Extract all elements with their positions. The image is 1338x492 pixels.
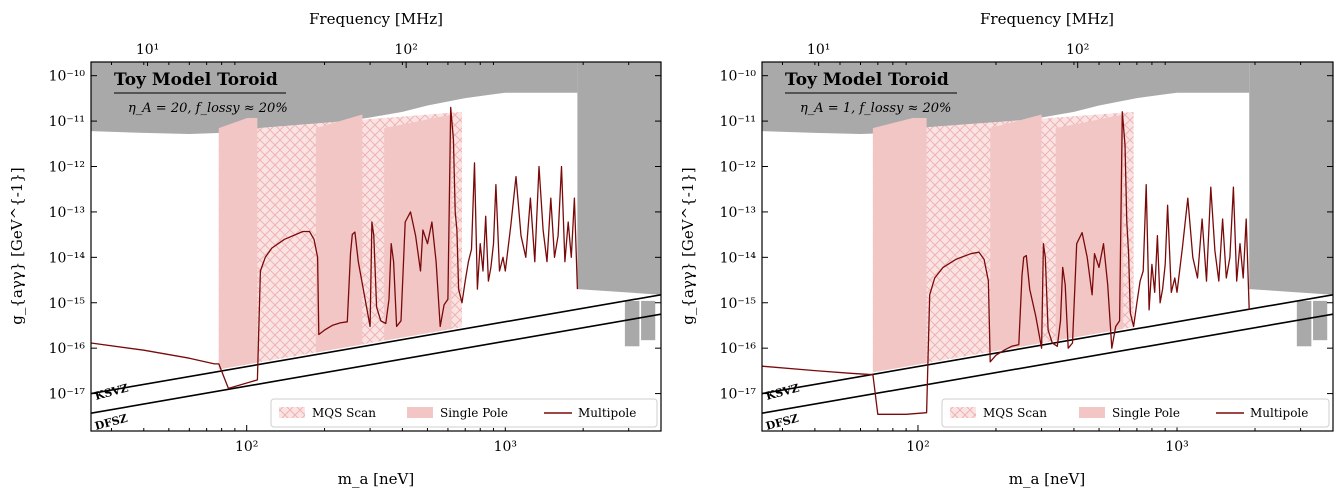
legend-label-multipole: Multipole [578,406,636,420]
top-axis-label: Frequency [MHz] [980,10,1114,28]
y-tick-label: 10⁻¹² [49,160,85,176]
excluded-high-mass-region [1249,62,1333,295]
y-tick-label: 10⁻¹³ [720,205,756,221]
excluded-spike [641,300,656,341]
top-tick-label: 10¹ [136,42,159,58]
legend-swatch-mqs-scan [279,407,305,418]
x-tick-label: 10³ [494,439,517,455]
ticks: 10² 10³ 10¹ 10² 10⁻¹⁷ 10⁻¹⁶ 10⁻¹⁵ 10⁻¹⁴ 10⁻¹³ 10⁻… [49,42,661,455]
y-tick-label: 10⁻¹⁰ [49,69,86,85]
single-pole-band [315,114,363,353]
legend-swatch-single-pole [1079,407,1105,418]
y-tick-label: 10⁻¹⁴ [720,250,757,266]
multipole-line [762,111,1250,415]
top-tick-label: 10¹ [807,42,830,58]
x-tick-label: 10³ [1165,439,1188,455]
y-tick-label: 10⁻¹³ [49,205,85,221]
single-pole-bands [218,114,452,370]
single-pole-band [384,114,452,341]
y-tick-label: 10⁻¹¹ [49,114,85,130]
x-axis-label: m_a [neV] [338,470,415,488]
benchmark-lines [762,293,1333,414]
y-axis-label: g_{aγγ} [GeV^{-1}] [8,167,26,325]
ksvz-label: KSVZ [93,382,129,403]
legend-label-mqs-scan: MQS Scan [312,406,376,420]
legend-label-multipole: Multipole [1250,406,1308,420]
excluded-spike [1296,300,1312,347]
legend-swatch-mqs-scan [950,407,976,418]
y-tick-label: 10⁻¹⁴ [49,250,86,266]
single-pole-band [218,114,258,370]
multipole-curve [762,111,1250,415]
y-axis-label: g_{aγγ} [GeV^{-1}] [679,167,697,325]
y-tick-label: 10⁻¹⁶ [720,341,757,357]
legend-label-single-pole: Single Pole [440,406,508,420]
y-tick-label: 10⁻¹⁷ [720,387,757,403]
legend-swatch-single-pole [407,407,433,418]
excluded-high-mass-region [577,62,661,295]
axes-frame [90,61,662,432]
dfsz-line [762,313,1333,414]
plot-area [762,62,1333,415]
y-tick-label: 10⁻¹⁰ [720,69,757,85]
annotation-box: Toy Model Toroid η_A = 1, f_lossy ≈ 20% [775,66,959,118]
top-tick-label: 10² [394,42,417,58]
x-tick-label: 10² [235,439,258,455]
y-tick-label: 10⁻¹⁷ [49,387,86,403]
panel-subtitle: η_A = 1, f_lossy ≈ 20% [800,101,951,116]
multipole-curve [91,106,579,390]
multipole-line [91,106,579,390]
panel-subtitle: η_A = 20, f_lossy ≈ 20% [128,101,288,116]
panel-title: Toy Model Toroid [785,70,949,90]
annotation-background [775,66,959,118]
legend: MQS Scan Single Pole Multipole [941,398,1330,428]
ksvz-line [91,293,661,395]
legend-frame [270,398,658,428]
y-tick-label: 10⁻¹⁵ [49,296,86,312]
y-tick-label: 10⁻¹¹ [720,114,756,130]
panel-title: Toy Model Toroid [114,70,278,90]
dfsz-line [91,313,661,414]
panel-right: 10² 10³ 10¹ 10² 10⁻¹⁷ 10⁻¹⁶ 10⁻¹⁵ 10⁻¹⁴ 10⁻¹³ 10⁻… [679,10,1334,488]
annotation-box: Toy Model Toroid η_A = 20, f_lossy ≈ 20% [104,66,288,118]
legend-label-single-pole: Single Pole [1112,406,1180,420]
y-tick-label: 10⁻¹² [720,160,756,176]
legend-frame [941,398,1330,428]
top-axis-label: Frequency [MHz] [309,10,443,28]
ksvz-label: KSVZ [764,382,800,403]
y-tick-label: 10⁻¹⁵ [720,296,757,312]
excluded-spike [624,300,640,347]
axes-frame [761,61,1334,432]
top-tick-label: 10² [1066,42,1089,58]
panel-left: 10² 10³ 10¹ 10² 10⁻¹⁷ 10⁻¹⁶ 10⁻¹⁵ 10⁻¹⁴ 10⁻¹³ 10⁻… [8,10,662,488]
ksvz-line [762,293,1333,395]
single-pole-band [872,114,927,373]
x-tick-label: 10² [906,439,929,455]
benchmark-lines [91,293,661,414]
excluded-spike [1313,300,1328,341]
annotation-background [104,66,288,118]
x-axis-label: m_a [neV] [1009,470,1086,488]
y-tick-label: 10⁻¹⁶ [49,341,86,357]
legend-label-mqs-scan: MQS Scan [983,406,1047,420]
legend: MQS Scan Single Pole Multipole [270,398,658,428]
single-pole-bands [872,114,1124,373]
ticks: 10² 10³ 10¹ 10² 10⁻¹⁷ 10⁻¹⁶ 10⁻¹⁵ 10⁻¹⁴ 10⁻¹³ 10⁻… [720,42,1333,455]
single-pole-band [1055,114,1124,341]
single-pole-band [990,114,1042,352]
